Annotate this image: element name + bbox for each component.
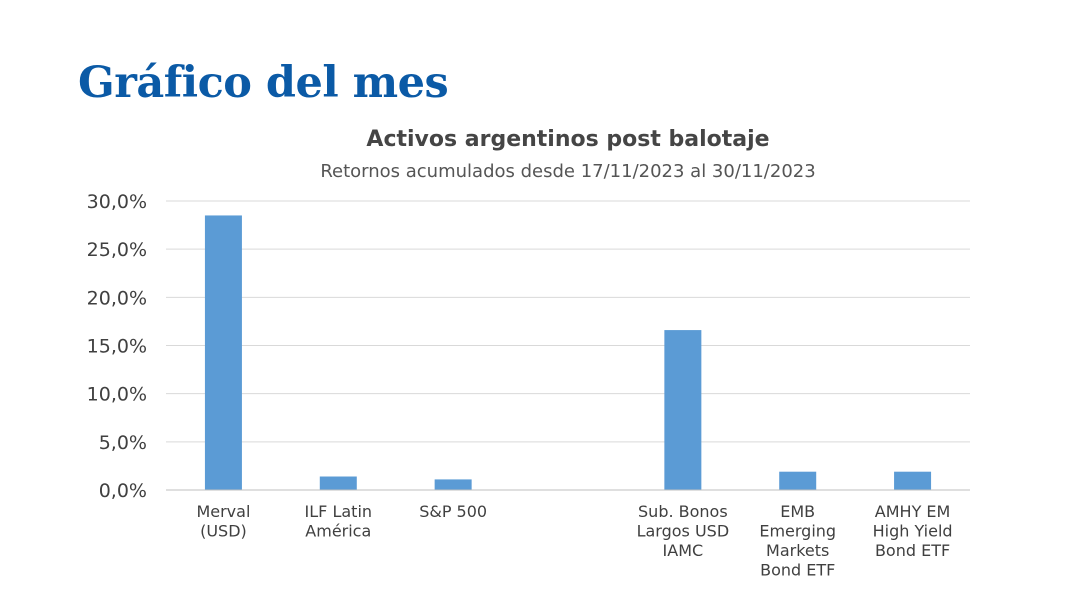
- y-tick-label: 0,0%: [99, 480, 147, 502]
- category-label: (USD): [200, 522, 247, 541]
- y-tick-label: 15,0%: [87, 336, 147, 358]
- bar: [319, 476, 357, 490]
- chart-subtitle: Retornos acumulados desde 17/11/2023 al …: [320, 161, 816, 182]
- bar: [664, 330, 702, 490]
- bar: [434, 479, 472, 490]
- category-label: AMHY EM: [875, 502, 951, 521]
- category-label: Largos USD: [637, 522, 730, 541]
- bar: [204, 215, 242, 490]
- category-label: Sub. Bonos: [638, 502, 728, 521]
- y-tick-label: 25,0%: [87, 239, 147, 261]
- category-label: Bond ETF: [875, 541, 950, 560]
- category-label: IAMC: [663, 541, 704, 560]
- y-tick-label: 20,0%: [87, 287, 147, 309]
- category-label: ILF Latin: [305, 502, 373, 521]
- category-label: Bond ETF: [760, 561, 835, 580]
- y-tick-label: 10,0%: [87, 384, 147, 406]
- category-label: América: [305, 522, 371, 541]
- category-label: EMB: [780, 502, 815, 521]
- category-label: Markets: [766, 541, 829, 560]
- bar: [894, 471, 932, 490]
- chart-title: Activos argentinos post balotaje: [366, 127, 770, 152]
- bar: [779, 471, 817, 490]
- category-label: S&P 500: [419, 502, 487, 521]
- slide-title: Gráfico del mes: [78, 58, 449, 108]
- y-tick-label: 30,0%: [87, 191, 147, 213]
- category-label: High Yield: [873, 522, 953, 541]
- y-tick-label: 5,0%: [99, 432, 147, 454]
- category-label: Emerging: [759, 522, 836, 541]
- category-label: Merval: [196, 502, 250, 521]
